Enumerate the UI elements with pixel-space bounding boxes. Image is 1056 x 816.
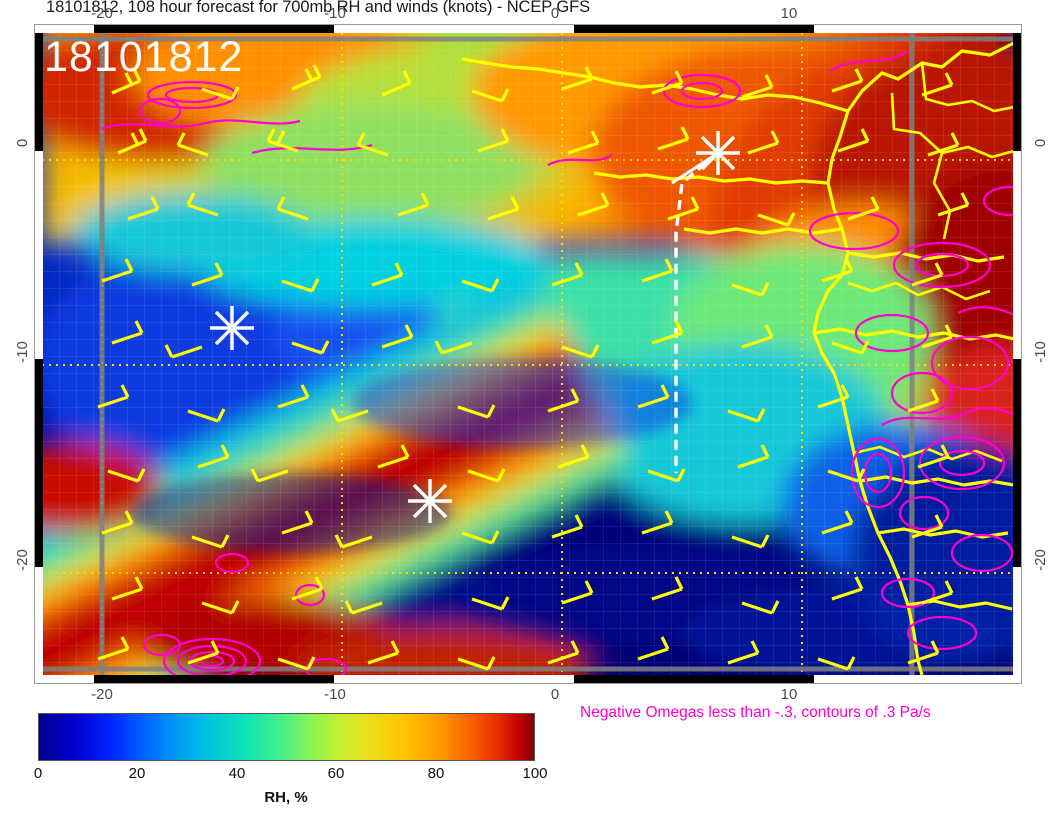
y-tick-left-0: 0 xyxy=(14,138,31,148)
axis-band-right xyxy=(1013,33,1021,675)
x-tick-top-0: -20 xyxy=(91,5,113,22)
colorbar-tick-1: 20 xyxy=(128,765,146,782)
station-marker xyxy=(210,306,254,350)
wind-barbs xyxy=(97,64,970,671)
colorbar-tick-2: 40 xyxy=(228,765,246,782)
y-tick-left-1: -10 xyxy=(14,341,31,363)
run-timestamp: 18101812 xyxy=(44,33,244,81)
x-tick-top-3: 10 xyxy=(780,5,798,22)
omega-contours xyxy=(101,50,1014,675)
x-tick-top-1: -10 xyxy=(324,5,346,22)
omega-note: Negative Omegas less than -.3, contours … xyxy=(580,704,931,721)
y-tick-right-2: -20 xyxy=(1032,549,1049,571)
colorbar-tick-3: 60 xyxy=(327,765,345,782)
map-plot-area xyxy=(42,33,1014,675)
x-tick-bottom-2: 0 xyxy=(550,686,560,703)
x-tick-bottom-1: -10 xyxy=(324,686,346,703)
colorbar: 0 20 40 60 80 100 RH, % xyxy=(34,713,548,806)
meridian-lines xyxy=(99,33,915,675)
axis-band-top xyxy=(42,25,1014,33)
flight-track xyxy=(674,151,720,473)
y-tick-right-0: 0 xyxy=(1032,138,1049,148)
station-markers xyxy=(210,131,740,523)
station-marker xyxy=(408,479,452,523)
x-tick-top-2: 0 xyxy=(550,5,560,22)
y-tick-right-1: -10 xyxy=(1032,341,1049,363)
colorbar-tick-5: 100 xyxy=(522,765,548,782)
coastline xyxy=(461,41,1014,675)
x-tick-bottom-3: 10 xyxy=(780,686,798,703)
colorbar-label: RH, % xyxy=(264,789,308,806)
graticule xyxy=(42,33,1014,675)
rh-field-svg xyxy=(42,33,1014,675)
map-panel xyxy=(34,24,1022,684)
x-tick-bottom-0: -20 xyxy=(91,686,113,703)
station-marker xyxy=(696,131,740,175)
page-title: 18101812, 108 hour forecast for 700mb RH… xyxy=(46,0,590,16)
axis-band-left xyxy=(35,33,43,675)
y-tick-left-2: -20 xyxy=(14,549,31,571)
colorbar-tick-4: 80 xyxy=(427,765,445,782)
colorbar-gradient xyxy=(38,713,535,761)
axis-band-bottom xyxy=(42,675,1014,683)
colorbar-tick-0: 0 xyxy=(33,765,43,782)
track-leader-line xyxy=(671,151,719,185)
